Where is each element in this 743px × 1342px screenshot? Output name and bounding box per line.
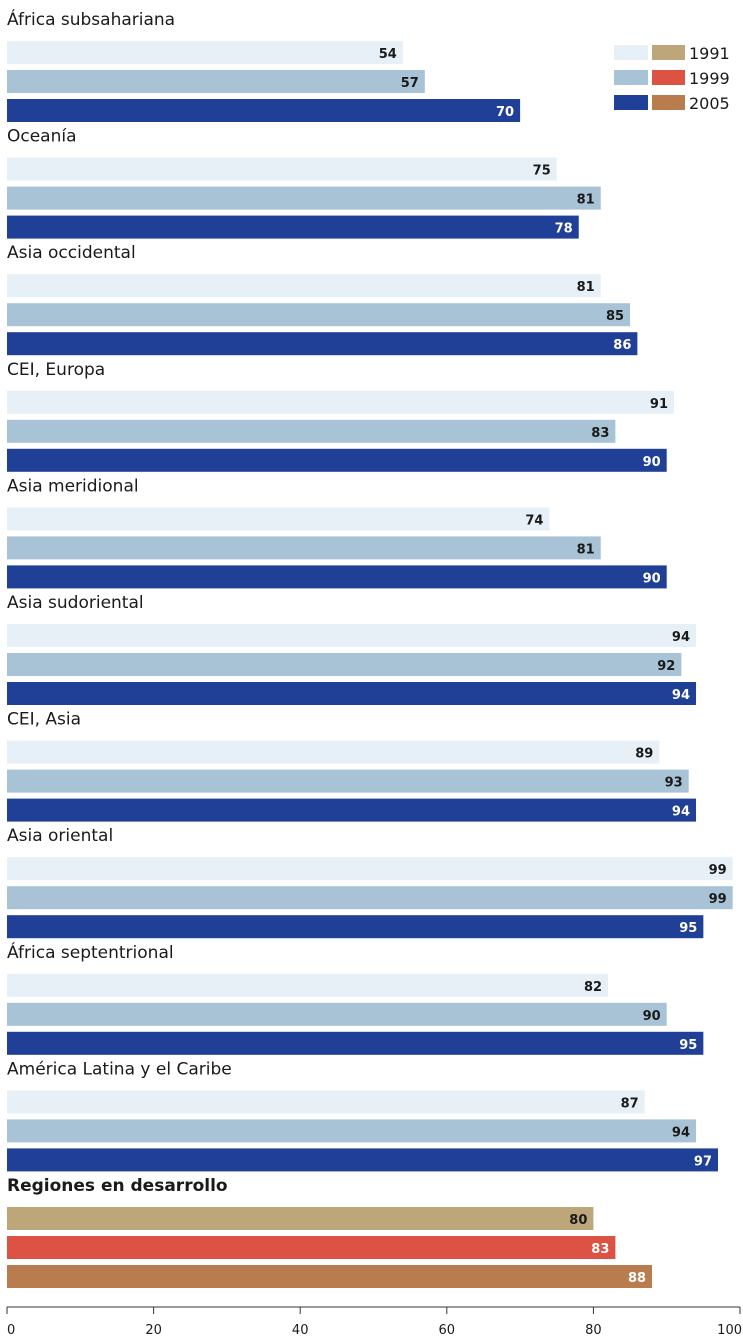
bar-oceania-1999: [7, 186, 601, 210]
value-label-asia-meridional-1991: 74: [525, 513, 543, 528]
bar-cei-europa-1999: [7, 419, 616, 443]
value-label-america-latina-y-el-caribe-2005: 97: [694, 1154, 712, 1169]
value-label-asia-sudoriental-2005: 94: [672, 688, 690, 703]
value-label-africa-septentrional-2005: 95: [679, 1038, 697, 1053]
group-label-oceania: Oceanía: [7, 127, 77, 147]
value-label-asia-meridional-2005: 90: [643, 571, 661, 586]
x-tick-label-0: 0: [7, 1323, 15, 1338]
legend-label-1991: 1991: [689, 44, 730, 63]
bar-cei-europa-1991: [7, 390, 675, 414]
group-label-cei-asia: CEI, Asia: [7, 710, 81, 730]
legend-swatch-standard-1991: [614, 45, 648, 60]
value-label-oceania-1991: 75: [533, 164, 551, 179]
bar-africa-subsahariana-1999: [7, 70, 425, 93]
bar-asia-oriental-1999: [7, 886, 733, 910]
value-label-asia-occidental-2005: 86: [613, 338, 631, 353]
group-label-africa-septentrional: África septentrional: [7, 941, 174, 963]
x-tick-label-100: 100: [717, 1323, 742, 1338]
bar-africa-subsahariana-1991: [7, 41, 403, 64]
bar-asia-sudoriental-2005: [7, 682, 697, 705]
bar-asia-meridional-1991: [7, 507, 550, 531]
group-label-asia-sudoriental: Asia sudoriental: [7, 593, 144, 613]
value-label-asia-occidental-1991: 81: [577, 280, 595, 295]
bar-africa-septentrional-1991: [7, 973, 609, 997]
bar-asia-occidental-1991: [7, 274, 601, 298]
value-label-cei-asia-2005: 94: [672, 805, 690, 820]
value-label-cei-asia-1999: 93: [665, 776, 683, 791]
bar-regiones-en-desarrollo-1991: [7, 1207, 594, 1230]
legend-swatch-developing-1999: [652, 70, 685, 85]
value-label-asia-occidental-1999: 85: [606, 309, 624, 324]
bar-asia-meridional-1999: [7, 536, 601, 560]
value-label-america-latina-y-el-caribe-1999: 94: [672, 1125, 690, 1140]
bar-africa-septentrional-2005: [7, 1031, 704, 1055]
bar-america-latina-y-el-caribe-2005: [7, 1148, 719, 1172]
x-tick-label-40: 40: [292, 1323, 309, 1338]
legend-swatch-developing-1991: [652, 45, 685, 60]
value-label-regiones-en-desarrollo-1999: 83: [591, 1242, 609, 1257]
value-label-africa-subsahariana-1991: 54: [379, 47, 397, 62]
bar-asia-sudoriental-1991: [7, 624, 697, 647]
value-label-regiones-en-desarrollo-1991: 80: [569, 1213, 587, 1228]
group-label-asia-oriental: Asia oriental: [7, 826, 113, 846]
group-label-america-latina-y-el-caribe: América Latina y el Caribe: [7, 1059, 232, 1079]
value-label-regiones-en-desarrollo-2005: 88: [628, 1271, 646, 1286]
bar-asia-oriental-1991: [7, 857, 733, 881]
bar-regiones-en-desarrollo-2005: [7, 1265, 653, 1288]
group-label-regiones-en-desarrollo: Regiones en desarrollo: [7, 1176, 228, 1196]
bar-asia-oriental-2005: [7, 915, 704, 939]
bar-asia-occidental-1999: [7, 303, 631, 327]
value-label-asia-oriental-1999: 99: [709, 892, 727, 907]
value-label-cei-europa-2005: 90: [643, 455, 661, 470]
value-label-cei-asia-1991: 89: [635, 747, 653, 762]
bar-cei-asia-1991: [7, 740, 660, 764]
value-label-asia-sudoriental-1999: 92: [657, 659, 675, 674]
bar-america-latina-y-el-caribe-1991: [7, 1090, 645, 1114]
x-tick-label-60: 60: [439, 1323, 456, 1338]
bar-oceania-1991: [7, 157, 557, 181]
value-label-africa-septentrional-1991: 82: [584, 980, 602, 995]
legend-label-1999: 1999: [689, 69, 730, 88]
value-label-cei-europa-1991: 91: [650, 397, 668, 412]
group-label-asia-meridional: Asia meridional: [7, 476, 139, 496]
bar-cei-europa-2005: [7, 448, 667, 472]
value-label-africa-subsahariana-2005: 70: [496, 105, 514, 120]
value-label-asia-sudoriental-1991: 94: [672, 630, 690, 645]
legend-swatch-developing-2005: [652, 95, 685, 110]
x-tick-label-20: 20: [145, 1323, 162, 1338]
value-label-asia-meridional-1999: 81: [577, 542, 595, 557]
value-label-america-latina-y-el-caribe-1991: 87: [621, 1096, 639, 1111]
value-label-asia-oriental-2005: 95: [679, 921, 697, 936]
legend-swatch-standard-2005: [614, 95, 648, 110]
legend-label-2005: 2005: [689, 94, 730, 113]
bar-asia-sudoriental-1999: [7, 653, 682, 676]
bar-cei-asia-2005: [7, 798, 697, 822]
bar-asia-occidental-2005: [7, 332, 638, 356]
bar-america-latina-y-el-caribe-1999: [7, 1119, 697, 1143]
x-tick-label-80: 80: [585, 1323, 602, 1338]
group-label-cei-europa: CEI, Europa: [7, 360, 105, 380]
bar-africa-septentrional-1999: [7, 1002, 667, 1026]
value-label-oceania-1999: 81: [577, 193, 595, 208]
bar-cei-asia-1999: [7, 769, 689, 793]
value-label-oceania-2005: 78: [555, 222, 573, 237]
value-label-africa-subsahariana-1999: 57: [401, 76, 419, 91]
legend-swatch-standard-1999: [614, 70, 648, 85]
bar-regiones-en-desarrollo-1999: [7, 1236, 616, 1259]
group-label-africa-subsahariana: África subsahariana: [7, 8, 175, 30]
value-label-cei-europa-1999: 83: [591, 426, 609, 441]
bar-oceania-2005: [7, 215, 579, 239]
value-label-asia-oriental-1991: 99: [709, 863, 727, 878]
bar-asia-meridional-2005: [7, 565, 667, 589]
group-label-asia-occidental: Asia occidental: [7, 243, 136, 263]
value-label-africa-septentrional-1999: 90: [643, 1009, 661, 1024]
bar-africa-subsahariana-2005: [7, 99, 521, 122]
